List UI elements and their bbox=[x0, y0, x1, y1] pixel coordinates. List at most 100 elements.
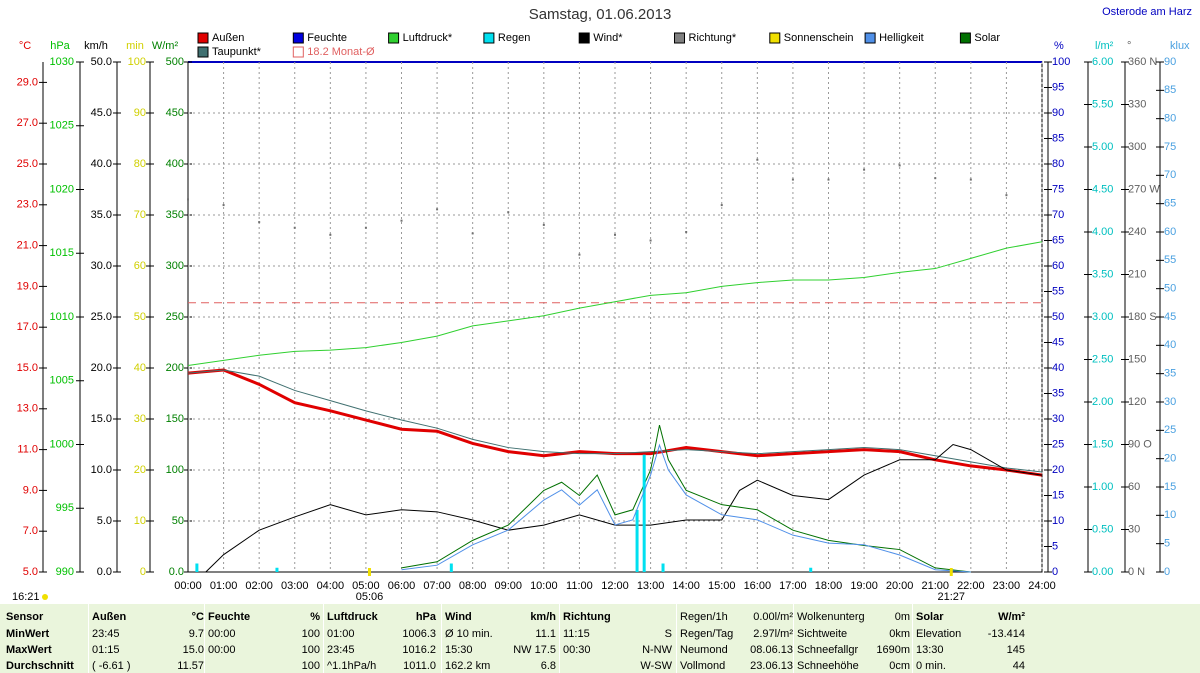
y-tick-label: 30 bbox=[134, 413, 146, 425]
y-tick-label: 1025 bbox=[50, 120, 74, 132]
x-tick-label: 08:00 bbox=[459, 580, 487, 592]
table-cell: 00:00 bbox=[208, 628, 236, 640]
stats-table: Sensor MinWert MaxWert Durchschnitt Außen °C 2… bbox=[0, 604, 1200, 673]
y-tick-label: 40 bbox=[134, 362, 146, 374]
table-cell: Regen/1h bbox=[680, 611, 728, 623]
x-tick-label: 22:00 bbox=[957, 580, 985, 592]
column-header: Feuchte bbox=[208, 611, 251, 623]
y-tick-label: 50 bbox=[1164, 283, 1176, 295]
table-cell: 23:45 bbox=[327, 644, 355, 656]
y-tick-label: 50 bbox=[1052, 311, 1064, 323]
x-tick-label: 09:00 bbox=[494, 580, 522, 592]
rain-bar bbox=[195, 563, 199, 572]
table-cell: 9.7 bbox=[188, 628, 204, 640]
y-tick-label: 0 bbox=[140, 566, 146, 578]
rain-bar bbox=[635, 509, 639, 572]
x-tick-label: 00:00 bbox=[174, 580, 202, 592]
column-header: °C bbox=[191, 611, 204, 623]
y-tick-label: 330 bbox=[1128, 98, 1146, 110]
table-cell: 0km bbox=[889, 628, 910, 640]
sunrise-label: 05:06 bbox=[356, 591, 384, 603]
y-tick-label: 15 bbox=[1164, 481, 1176, 493]
series-line bbox=[205, 443, 1043, 573]
axis-unit: min bbox=[126, 40, 144, 52]
y-tick-label: 1000 bbox=[50, 438, 74, 450]
y-tick-label: 100 bbox=[128, 56, 146, 68]
y-tick-label: 30 bbox=[1164, 396, 1176, 408]
y-tick-label: 25 bbox=[1164, 424, 1176, 436]
chart-title: Samstag, 01.06.2013 bbox=[529, 6, 672, 23]
y-tick-label: 25 bbox=[1052, 438, 1064, 450]
y-tick-label: 80 bbox=[134, 158, 146, 170]
y-tick-label: 85 bbox=[1164, 84, 1176, 96]
y-tick-label: 1.50 bbox=[1092, 438, 1113, 450]
y-tick-label: 35 bbox=[1052, 387, 1064, 399]
table-cell: 00:30 bbox=[563, 644, 591, 656]
column-header: km/h bbox=[530, 611, 556, 623]
column-header: Wind bbox=[445, 611, 472, 623]
x-tick-label: 10:00 bbox=[530, 580, 558, 592]
y-tick-label: 90 bbox=[1052, 107, 1064, 119]
table-cell: 01:15 bbox=[92, 644, 120, 656]
x-tick-label: 14:00 bbox=[672, 580, 700, 592]
column-separator bbox=[88, 604, 89, 673]
table-cell: 15:30 bbox=[445, 644, 473, 656]
y-tick-label: 95 bbox=[1052, 81, 1064, 93]
y-tick-label: 15.0 bbox=[17, 362, 38, 374]
table-cell: 00:00 bbox=[208, 644, 236, 656]
y-tick-label: 65 bbox=[1052, 234, 1064, 246]
y-tick-label: 3.50 bbox=[1092, 268, 1113, 280]
x-tick-label: 17:00 bbox=[779, 580, 807, 592]
table-cell: 100 bbox=[301, 628, 320, 640]
legend-label: Helligkeit bbox=[879, 32, 924, 44]
x-tick-label: 06:00 bbox=[388, 580, 416, 592]
legend-swatch bbox=[578, 32, 590, 44]
y-tick-label: 150 bbox=[166, 413, 184, 425]
y-tick-label: 0.50 bbox=[1092, 523, 1113, 535]
direction-dot bbox=[1041, 204, 1043, 207]
y-tick-label: 80 bbox=[1052, 158, 1064, 170]
y-tick-label: 9.0 bbox=[23, 484, 38, 496]
y-tick-label: 990 bbox=[56, 566, 74, 578]
y-tick-label: 90 bbox=[1164, 56, 1176, 68]
y-tick-label: 30 bbox=[1052, 413, 1064, 425]
legend-label: Sonnenschein bbox=[784, 32, 854, 44]
y-tick-label: 150 bbox=[1128, 353, 1146, 365]
y-tick-label: 2.00 bbox=[1092, 396, 1113, 408]
legend-label: Regen bbox=[498, 32, 530, 44]
y-tick-label: 30 bbox=[1128, 523, 1140, 535]
y-tick-label: 4.50 bbox=[1092, 183, 1113, 195]
y-tick-label: 45.0 bbox=[91, 107, 112, 119]
y-tick-label: 2.50 bbox=[1092, 353, 1113, 365]
y-tick-label: 300 bbox=[166, 260, 184, 272]
y-tick-label: 1030 bbox=[50, 56, 74, 68]
direction-dot bbox=[364, 226, 367, 229]
table-cell: 1016.2 bbox=[402, 644, 436, 656]
axis-unit: ° bbox=[1127, 40, 1131, 52]
legend-label: Richtung* bbox=[689, 32, 737, 44]
table-cell: 100 bbox=[301, 660, 320, 672]
direction-dot bbox=[649, 239, 652, 242]
column-separator bbox=[204, 604, 205, 673]
y-tick-label: 30.0 bbox=[91, 260, 112, 272]
y-tick-label: 100 bbox=[1052, 56, 1070, 68]
table-cell: 0cm bbox=[889, 660, 910, 672]
table-cell: S bbox=[664, 628, 672, 640]
direction-dot bbox=[471, 232, 474, 235]
table-cell: NW 17.5 bbox=[513, 644, 556, 656]
y-tick-label: 20 bbox=[134, 464, 146, 476]
y-tick-label: 40 bbox=[1052, 362, 1064, 374]
y-tick-label: 1005 bbox=[50, 375, 74, 387]
y-tick-label: 350 bbox=[166, 209, 184, 221]
y-tick-label: 45 bbox=[1052, 336, 1064, 348]
x-tick-label: 01:00 bbox=[210, 580, 238, 592]
column-header: Luftdruck bbox=[327, 611, 378, 623]
legend-swatch bbox=[483, 32, 495, 44]
row-label: MinWert bbox=[6, 628, 50, 640]
row-label: Durchschnitt bbox=[6, 660, 74, 672]
y-tick-label: 5.0 bbox=[23, 566, 38, 578]
column-header: Solar bbox=[916, 611, 944, 623]
direction-dot bbox=[436, 208, 439, 211]
column-header: Richtung bbox=[563, 611, 611, 623]
legend-swatch bbox=[388, 32, 400, 44]
